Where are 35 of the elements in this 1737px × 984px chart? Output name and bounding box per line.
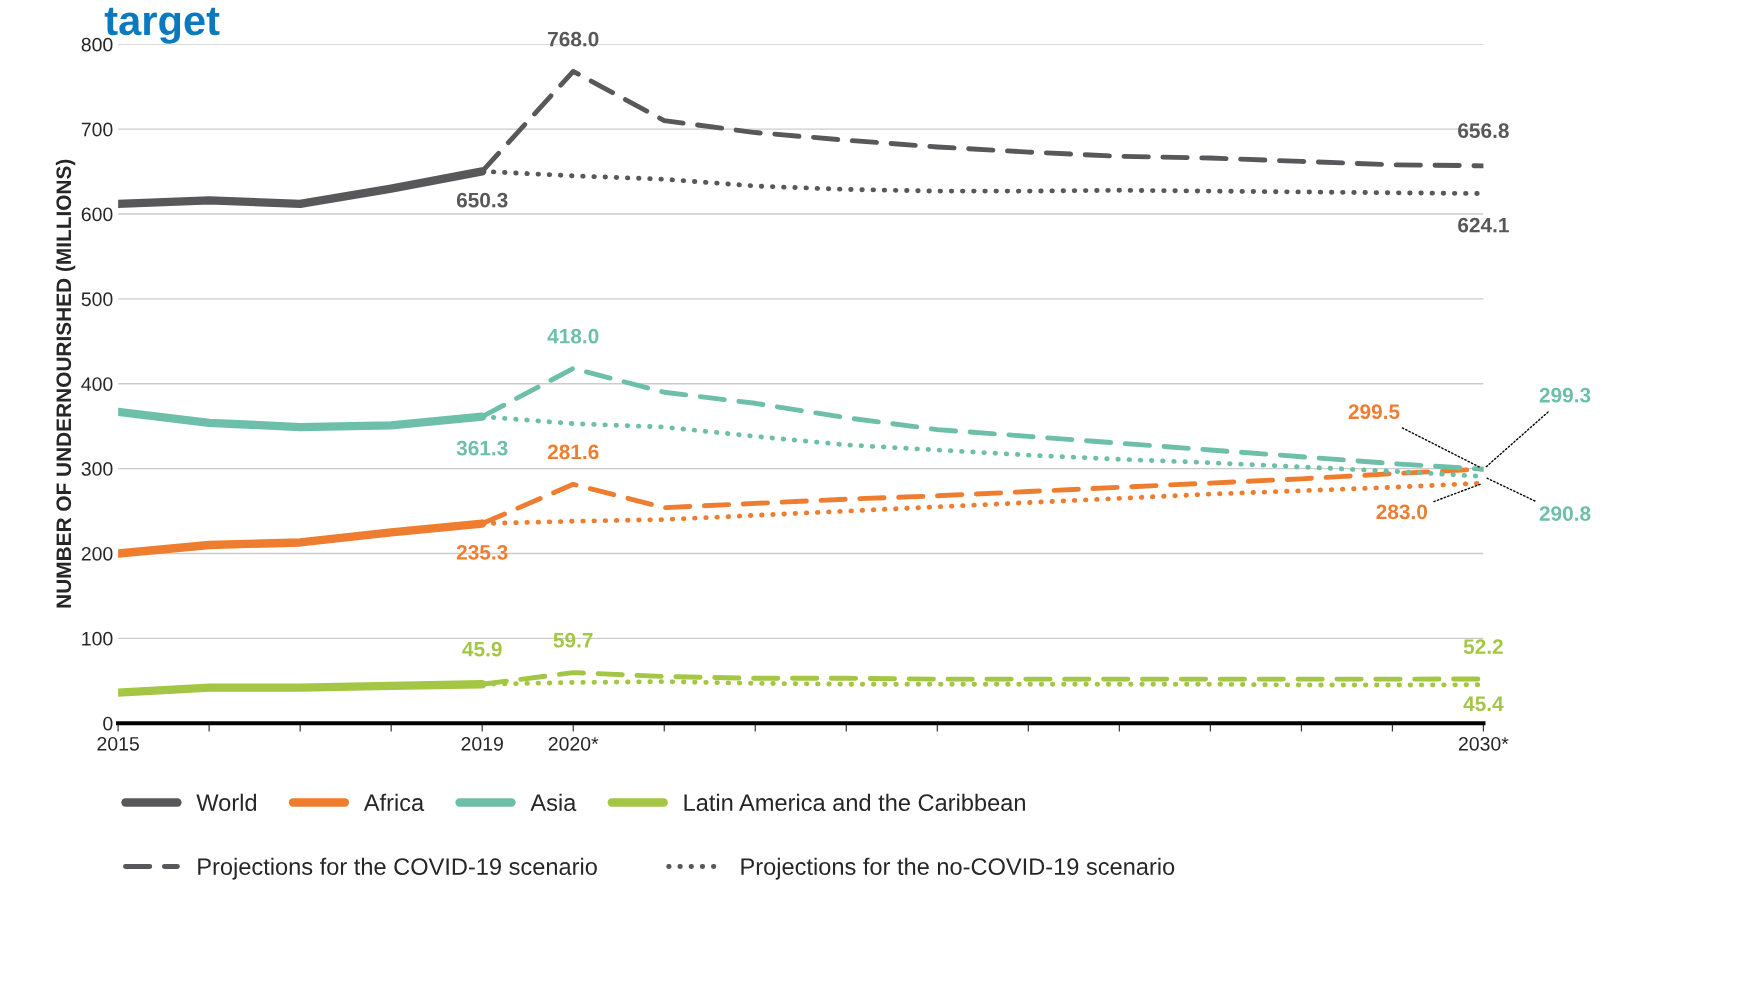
y-tick-label: 200 [81,546,113,561]
x-tick-label: 2030* [1458,736,1509,751]
x-tick-label: 2019 [461,736,503,751]
legend-label: World [196,793,257,812]
legend-label: Projections for the no-COVID-19 scenario [741,857,1175,880]
y-tick-label: 0 [103,716,113,731]
y-tick-label: 100 [82,631,113,646]
x-tick-label: 2020* [548,736,599,751]
data-label: 299.5 [1348,404,1400,420]
y-tick-label: 300 [81,462,113,476]
data-label: 52.2 [1463,639,1503,654]
y-tick-label: 600 [81,207,113,222]
data-label: 283.0 [1376,504,1427,520]
data-label: 656.8 [1458,123,1509,139]
data-label: 290.8 [1539,506,1591,521]
y-tick-label: 500 [81,292,113,307]
data-label: 418.0 [547,328,599,344]
data-label: 650.3 [456,192,508,208]
y-tick-label: 700 [81,122,113,137]
legend-label: Latin America and the Caribbean [684,793,1025,812]
data-label: 59.7 [553,632,593,648]
legend-label: Projections for the COVID-19 scenario [198,857,597,880]
data-label: 235.3 [456,544,508,560]
y-tick-label: 400 [81,377,113,391]
data-label: 45.9 [462,641,502,657]
data-label: 45.4 [1463,696,1504,712]
data-label: 624.1 [1458,217,1509,233]
data-label: 361.3 [456,440,508,456]
data-label: 768.0 [548,31,599,47]
legend-label: Asia [530,793,577,812]
data-label: 281.6 [547,444,599,460]
data-label: 299.3 [1539,387,1591,403]
legend-label: Africa [363,793,425,812]
y-axis-title: NUMBER OF UNDERNOURISHED (MILLIONS) [55,159,76,608]
x-tick-label: 2015 [97,736,139,751]
